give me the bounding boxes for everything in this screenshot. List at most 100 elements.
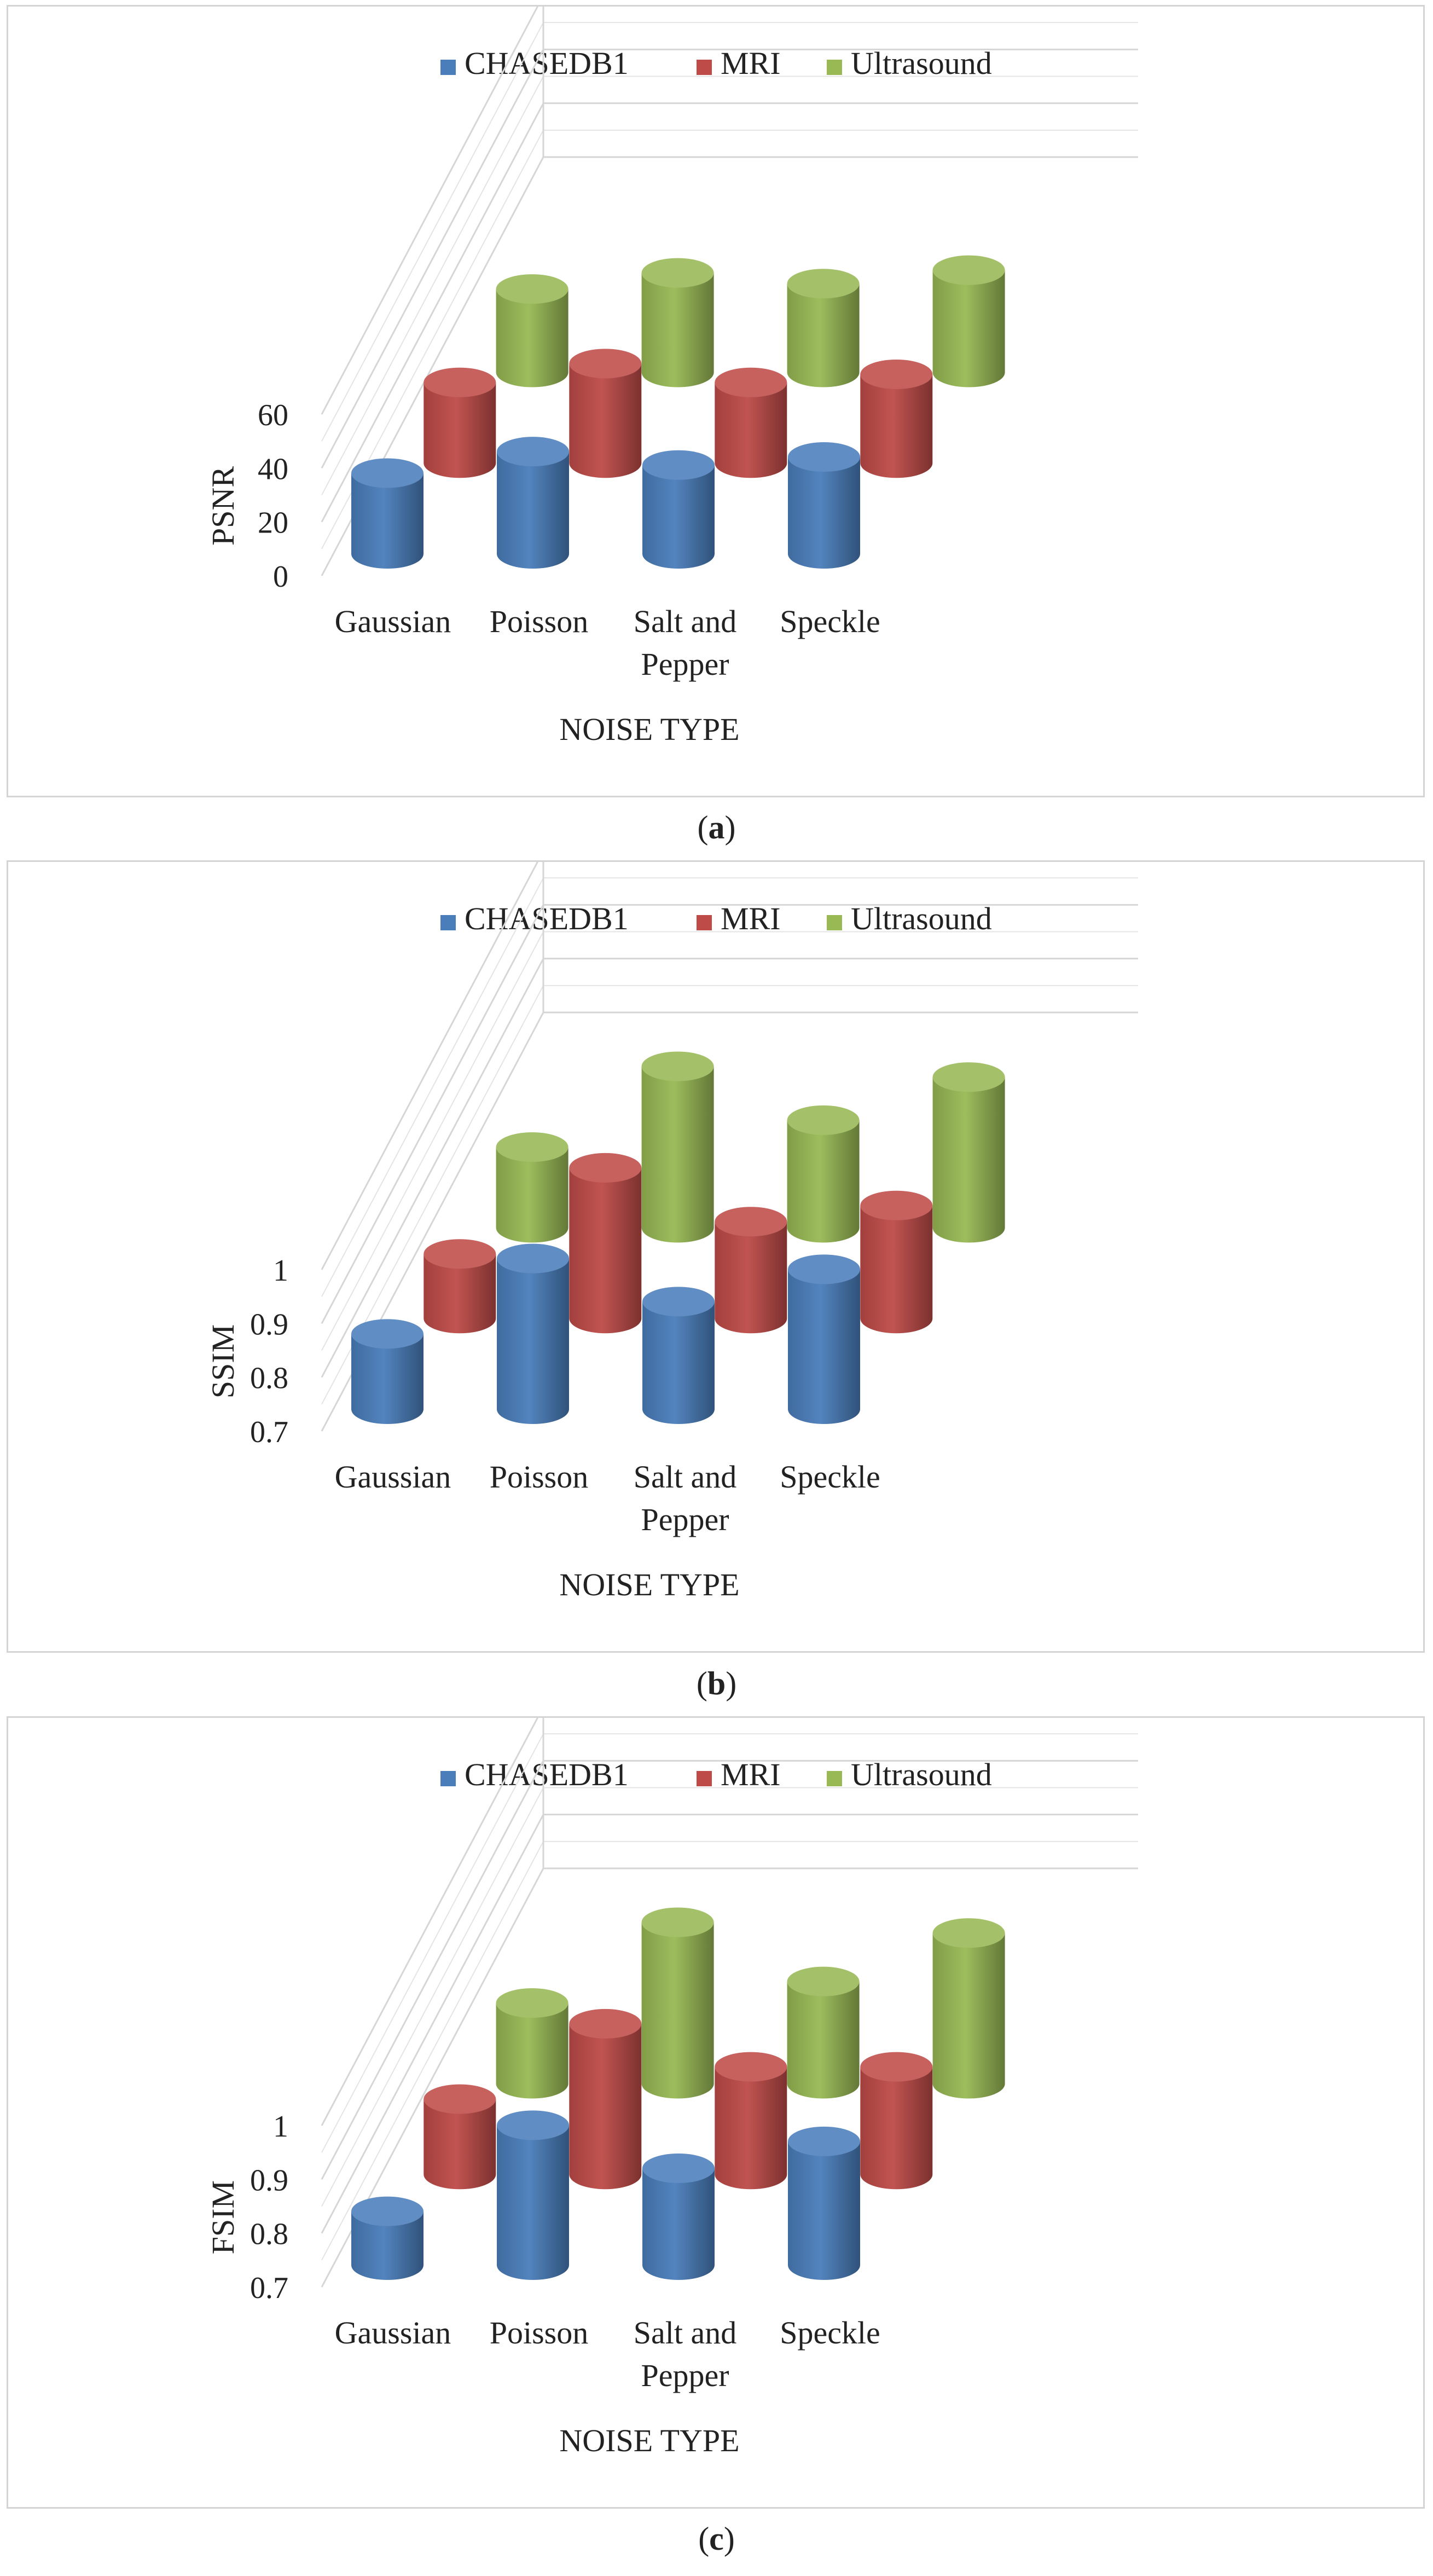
- bar-mri-gaussian: [423, 2084, 496, 2190]
- bar-top: [569, 1153, 642, 1183]
- legend: CHASEDB1 MRI Ultrasound: [440, 901, 992, 936]
- x-tick-label: Poisson: [490, 2315, 589, 2351]
- y-tick-label: 1: [273, 2110, 288, 2144]
- y-tick-label: 60: [258, 398, 288, 432]
- bar-body: [788, 457, 860, 569]
- x-tick-label: Pepper: [641, 646, 729, 682]
- y-tick-label: 0.9: [250, 1307, 288, 1341]
- caption-c: (c): [698, 2521, 735, 2557]
- bar-top: [642, 1287, 715, 1317]
- x-tick-label: Speckle: [780, 1459, 880, 1495]
- bar-mri-salt-and-pepper: [715, 367, 787, 478]
- bar-mri-gaussian: [423, 367, 496, 478]
- bar-top: [860, 360, 933, 389]
- legend-swatch-mri: [697, 60, 712, 75]
- bar-body: [497, 1258, 569, 1424]
- bar-top: [860, 1190, 933, 1220]
- bar-body: [715, 382, 787, 478]
- y-tick-label: 1: [273, 1254, 288, 1288]
- bar-ultrasound-poisson: [641, 1051, 714, 1243]
- caption-c-letter: c: [709, 2521, 724, 2557]
- x-tick-label: Poisson: [490, 1459, 589, 1495]
- bar-ultrasound-gaussian: [496, 1988, 568, 2099]
- x-tick-label: Gaussian: [335, 604, 451, 639]
- bar-top: [932, 1062, 1005, 1092]
- chart-panel-b: CHASEDB1 MRI Ultrasound 0.7 0.8 0.9 1 SSIM Gauss…: [7, 860, 1425, 1653]
- bar-top: [497, 2110, 569, 2140]
- bar-top: [351, 2196, 423, 2226]
- y-ticks: 0.7 0.8 0.9 1: [250, 2110, 288, 2305]
- bar-ultrasound-gaussian: [496, 274, 568, 387]
- bar-body: [788, 2141, 860, 2280]
- bar-chasedb1-poisson: [497, 437, 569, 569]
- bar-top: [423, 1239, 496, 1269]
- bar-mri-poisson: [569, 2008, 642, 2190]
- bar-body: [932, 1933, 1005, 2099]
- bar-top: [641, 1051, 714, 1081]
- bar-body: [642, 1301, 715, 1424]
- legend-swatch-chasedb1: [440, 1771, 456, 1786]
- legend: CHASEDB1 MRI Ultrasound: [440, 1757, 992, 1792]
- x-tick-label: Salt and: [634, 604, 736, 639]
- bar-body: [787, 283, 860, 387]
- bar-top: [497, 437, 569, 467]
- side-gridline-minor: [321, 1733, 544, 2153]
- bar-body: [860, 1205, 933, 1334]
- bar-mri-salt-and-pepper: [715, 2052, 787, 2190]
- bar-body: [860, 374, 933, 478]
- bar-chasedb1-salt-and-pepper: [642, 2154, 715, 2280]
- side-gridline: [321, 49, 544, 469]
- y-ticks: 0.7 0.8 0.9 1: [250, 1254, 288, 1449]
- x-tick-label: Gaussian: [335, 1459, 451, 1495]
- bar-body: [932, 1077, 1005, 1243]
- side-gridline: [321, 1718, 539, 2126]
- chart-c-canvas: CHASEDB1 MRI Ultrasound 0.7 0.8 0.9 1 FSIM Gauss…: [205, 1718, 1138, 2458]
- x-tick-labels: Gaussian Poisson Salt and Pepper Speckle: [335, 604, 880, 682]
- bar-body: [788, 1269, 860, 1424]
- bar-top: [496, 1988, 568, 2018]
- bar-chasedb1-poisson: [497, 2110, 569, 2280]
- legend-swatch-chasedb1: [440, 60, 456, 75]
- x-axis-title: NOISE TYPE: [559, 2423, 739, 2458]
- bar-top: [641, 1907, 714, 1937]
- y-tick-label: 0.8: [250, 2218, 288, 2251]
- bar-body: [569, 2023, 642, 2190]
- bar-body: [569, 363, 642, 478]
- bar-body: [569, 1167, 642, 1334]
- bar-body: [787, 1120, 860, 1243]
- chart-panel-c: CHASEDB1 MRI Ultrasound 0.7 0.8 0.9 1 FSIM Gauss…: [7, 1716, 1425, 2509]
- side-gridline-minor: [321, 877, 544, 1297]
- bar-mri-speckle: [860, 2052, 933, 2190]
- bar-ultrasound-salt-and-pepper: [787, 1105, 860, 1243]
- y-ticks: 0 20 40 60: [258, 398, 288, 594]
- bar-top: [351, 458, 423, 488]
- bar-ultrasound-speckle: [932, 1062, 1005, 1243]
- bar-mri-poisson: [569, 349, 642, 478]
- chart-panel-a: CHASEDB1 MRI Ultrasound 0 20 40 60 PSNR Gaussian…: [7, 5, 1425, 797]
- bar-top: [642, 2154, 715, 2183]
- bar-top: [788, 1254, 860, 1284]
- bar-top: [788, 2126, 860, 2156]
- y-tick-label: 0.9: [250, 2163, 288, 2197]
- caption-b-letter: b: [707, 1665, 726, 1701]
- bar-body: [423, 1254, 496, 1334]
- bar-body: [423, 2099, 496, 2190]
- bar-body: [715, 2066, 787, 2190]
- bar-body: [715, 1222, 787, 1334]
- side-gridline-minor: [321, 1841, 544, 2261]
- bar-ultrasound-poisson: [641, 1907, 714, 2099]
- legend-swatch-ultrasound: [827, 60, 842, 75]
- side-gridline-minor: [321, 76, 544, 495]
- bar-body: [932, 270, 1005, 387]
- bar-chasedb1-gaussian: [351, 2196, 423, 2280]
- legend-swatch-ultrasound: [827, 915, 842, 930]
- side-gridline-minor: [321, 1787, 544, 2207]
- legend-label-chasedb1: CHASEDB1: [465, 45, 629, 81]
- bar-mri-poisson: [569, 1153, 642, 1334]
- bar-top: [932, 1918, 1005, 1948]
- y-tick-label: 0.8: [250, 1362, 288, 1396]
- bar-top: [423, 2084, 496, 2114]
- bar-top: [787, 269, 860, 299]
- bar-top: [569, 2008, 642, 2039]
- x-tick-labels: Gaussian Poisson Salt and Pepper Speckle: [335, 2315, 880, 2393]
